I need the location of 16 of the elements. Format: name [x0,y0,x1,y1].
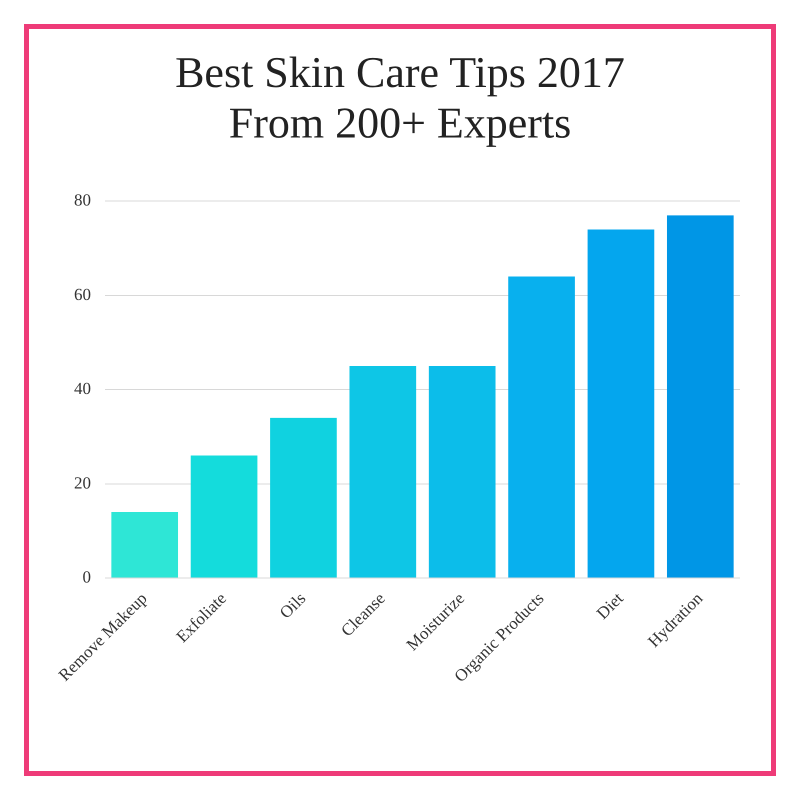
bar [666,215,734,578]
bar [190,456,258,578]
y-tick-label: 40 [74,379,91,398]
y-tick-label: 20 [74,473,91,492]
bar [588,229,654,578]
bar [111,512,178,578]
y-tick-label: 80 [74,190,91,210]
x-tick-label: Diet [592,588,628,623]
bar [508,276,575,578]
chart-title: Best Skin Care Tips 2017 From 200+ Experts [175,48,625,148]
bar [270,418,337,578]
bar [428,366,496,578]
y-tick-label: 0 [82,567,91,586]
x-tick-label: Oils [276,588,310,622]
bar [349,366,416,578]
y-tick-label: 60 [74,284,91,304]
